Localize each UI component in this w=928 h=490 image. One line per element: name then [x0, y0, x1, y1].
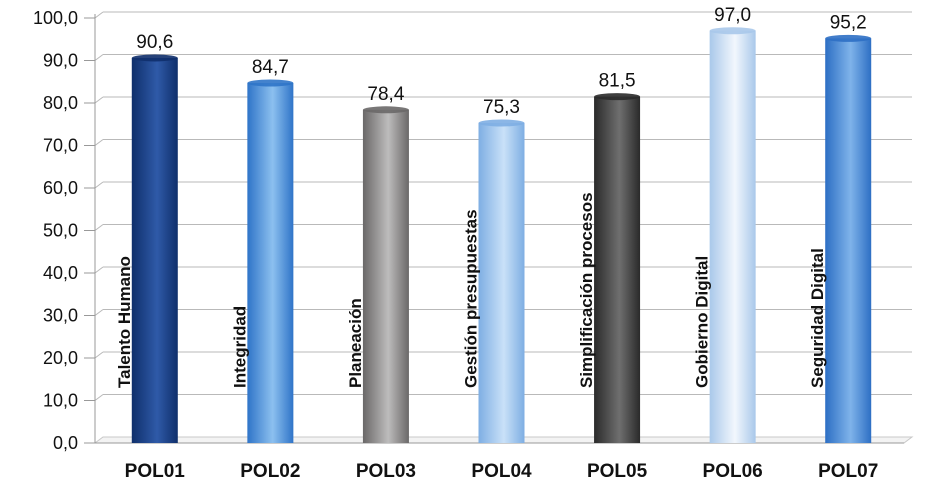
label-layer: 90,6 Talento Humano 84,7 Integridad 78,4 Plan…: [115, 5, 867, 388]
bar-name-label: Talento Humano: [115, 256, 134, 388]
bar-layer: [131, 27, 872, 444]
bar-pol03: [362, 106, 409, 444]
bar: [709, 30, 756, 443]
x-tick-label: POL04: [471, 461, 532, 482]
bar-pol02: [247, 79, 294, 444]
y-tick-label: 60,0: [43, 178, 78, 198]
gridline-depth: [94, 54, 104, 61]
y-tick-label: 80,0: [43, 93, 78, 113]
bar-cap: [594, 93, 641, 101]
bar-cap: [247, 79, 294, 87]
y-tick-label: 20,0: [43, 348, 78, 368]
bar-cap: [131, 54, 178, 62]
y-tick-label: 0,0: [53, 433, 78, 453]
y-tick-label: 40,0: [43, 263, 78, 283]
bar-pol06: [709, 27, 756, 443]
gridline-depth: [94, 96, 104, 104]
bar: [594, 96, 641, 443]
y-tick-label: 70,0: [43, 136, 78, 156]
bar: [825, 38, 872, 444]
gridline-depth: [94, 224, 104, 231]
gridline-depth: [94, 11, 104, 19]
data-label: 95,2: [830, 12, 867, 33]
gridline-depth: [94, 394, 104, 401]
data-label: 84,7: [252, 57, 289, 78]
gridline-depth: [94, 266, 104, 274]
bar-pol01: [131, 54, 178, 443]
bar: [478, 122, 525, 443]
bar: [131, 57, 178, 443]
bar-name-label: Integridad: [230, 306, 249, 388]
bar-cap: [362, 106, 409, 114]
y-tick-label: 10,0: [43, 391, 78, 411]
y-tick-label: 100,0: [33, 8, 78, 28]
bar-pol07: [825, 34, 872, 444]
y-tick-label: 30,0: [43, 306, 78, 326]
x-tick-label: POL03: [356, 461, 416, 482]
bar-cap: [478, 119, 525, 127]
bar-cap: [825, 34, 872, 42]
bar-name-label: Simplificación procesos: [577, 192, 596, 388]
data-label: 78,4: [367, 84, 404, 105]
x-tick-label: POL06: [703, 461, 763, 482]
y-tick-label: 50,0: [43, 221, 78, 241]
axis-layer: 0,0 10,0 20,0 30,0 40,0 50,0 60,0 70,0 80,0 90,0 1…: [33, 8, 904, 482]
gridline-depth: [94, 309, 104, 316]
x-tick-label: POL05: [587, 461, 648, 482]
data-label: 81,5: [599, 71, 636, 92]
x-tick-label: POL02: [240, 461, 300, 482]
bar: [247, 83, 294, 444]
x-tick-label: POL07: [818, 461, 878, 482]
bar-pol05: [594, 93, 641, 443]
data-label: 90,6: [136, 32, 173, 53]
bar: [362, 109, 409, 444]
x-tick-label: POL01: [125, 461, 186, 482]
bar-name-label: Planeación: [346, 298, 365, 388]
bar-name-label: Gestión presupuestas: [462, 209, 481, 388]
y-tick-label: 90,0: [43, 51, 78, 71]
bar-name-label: Seguridad Digital: [808, 248, 827, 388]
bar-pol04: [478, 119, 525, 443]
data-label: 97,0: [714, 5, 751, 26]
gridline-depth: [94, 351, 104, 359]
gridline-depth: [94, 139, 104, 146]
gridline-depth: [94, 181, 104, 189]
data-label: 75,3: [483, 97, 520, 118]
bar-cap: [709, 27, 756, 35]
bar-name-label: Gobierno Digital: [693, 256, 712, 388]
